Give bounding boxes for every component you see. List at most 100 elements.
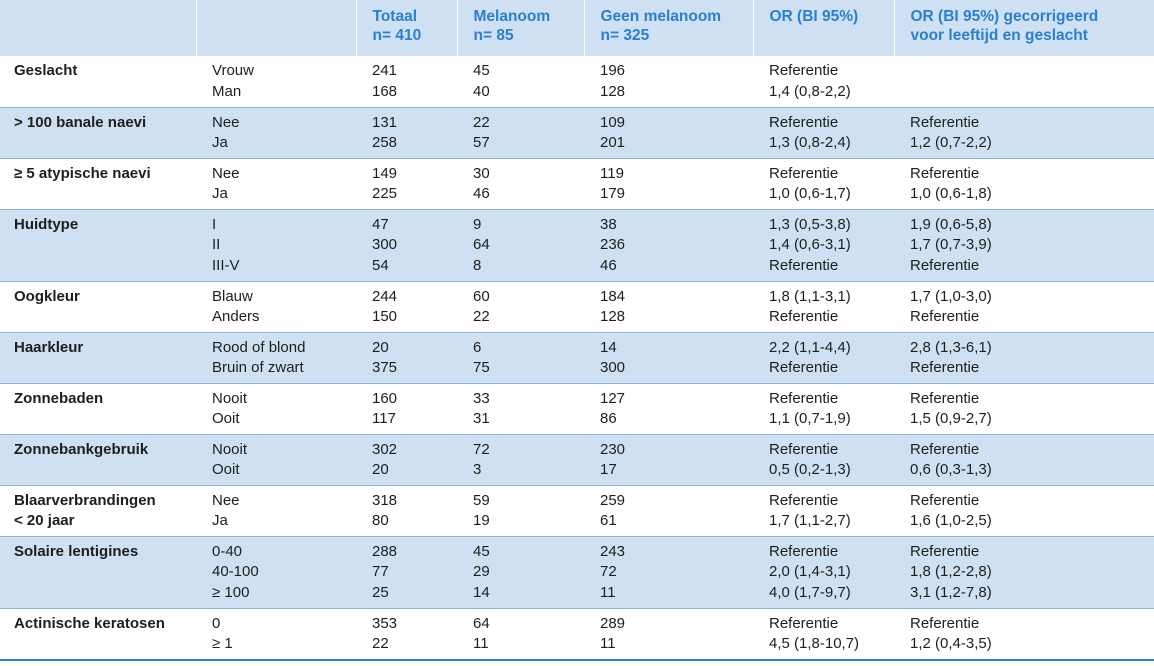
or-cell: Referentie 1,0 (0,6-1,7)	[753, 157, 894, 209]
or-value: 1,0 (0,6-1,7)	[769, 185, 851, 203]
category-value: Nee	[212, 113, 240, 131]
category-cell: Blauw Anders	[196, 280, 356, 332]
table-row: Zonnebaden Nooit Ooit 160 117 33 31 127 86 Refere…	[0, 382, 1154, 434]
category-value: Nooit	[212, 440, 248, 458]
or-cell: Referentie 1,7 (1,1-2,7)	[753, 484, 894, 536]
table-row: Zonnebankgebruik Nooit Ooit 302 20 72 3 230 17 Re…	[0, 433, 1154, 485]
totaal-value: 117	[372, 410, 396, 428]
category-value: Nee	[212, 164, 240, 182]
category-value: Ooit	[212, 410, 240, 428]
header-category	[195, 0, 356, 56]
or-value: 2,2 (1,1-4,4)	[769, 338, 851, 356]
melanoom-cell: 9 64 8	[457, 208, 584, 281]
table-row: Blaarverbrandingen < 20 jaar Nee Ja 318 80 59 1…	[0, 484, 1154, 536]
geen-melanoom-value: 128	[600, 308, 626, 326]
or-adjusted-value: 2,8 (1,3-6,1)	[910, 338, 992, 356]
totaal-value: 241	[372, 62, 398, 79]
category-value: Anders	[212, 308, 260, 326]
melanoom-value: 75	[473, 359, 490, 377]
totaal-value: 149	[372, 164, 398, 182]
or-value: Referentie	[769, 359, 839, 377]
or-value: Referentie	[769, 542, 839, 560]
or-adjusted-value: Referentie	[910, 308, 980, 326]
header-variable	[0, 0, 196, 56]
melanoom-cell: 45 29 14	[457, 535, 584, 608]
category-value: Ja	[212, 512, 228, 530]
geen-melanoom-value: 128	[600, 82, 626, 100]
melanoom-cell: 72 3	[457, 433, 584, 485]
category-value: III-V	[212, 256, 240, 274]
melanoom-value: 59	[473, 491, 490, 509]
totaal-value: 288	[372, 542, 398, 560]
variable-cell: Blaarverbrandingen < 20 jaar	[0, 484, 196, 536]
variable-label: Huidtype	[14, 215, 79, 233]
totaal-value: 225	[372, 185, 398, 203]
or-value: 1,3 (0,8-2,4)	[769, 134, 851, 152]
geen-melanoom-value: 236	[600, 236, 626, 254]
or-adjusted-cell: 1,7 (1,0-3,0) Referentie	[894, 280, 1154, 332]
or-adjusted-cell: Referentie 0,6 (0,3-1,3)	[894, 433, 1154, 485]
or-adjusted-cell: Referentie 1,8 (1,2-2,8) 3,1 (1,2-7,8)	[894, 535, 1154, 608]
totaal-value: 80	[372, 512, 389, 530]
or-value: Referentie	[769, 440, 839, 458]
category-cell: 0-40 40-100 ≥ 100	[196, 535, 356, 608]
or-adjusted-value: 1,7 (1,0-3,0)	[910, 287, 992, 305]
variable-cell: Zonnebankgebruik	[0, 433, 196, 485]
variable-cell: Actinische keratosen	[0, 607, 196, 661]
or-cell: 1,8 (1,1-3,1) Referentie	[753, 280, 894, 332]
geen-melanoom-value: 38	[600, 215, 617, 233]
or-adjusted-value: 0,6 (0,3-1,3)	[910, 461, 992, 479]
melanoom-value: 64	[473, 236, 490, 254]
variable-cell: Zonnebaden	[0, 382, 196, 434]
or-cell: Referentie 0,5 (0,2-1,3)	[753, 433, 894, 485]
or-value: Referentie	[769, 491, 839, 509]
geen-melanoom-value: 300	[600, 359, 626, 377]
category-value: 0-40	[212, 542, 243, 560]
geen-melanoom-value: 11	[600, 635, 616, 653]
category-value: Ja	[212, 185, 228, 203]
totaal-value: 22	[372, 635, 389, 653]
category-value: Nee	[212, 491, 240, 509]
geen-melanoom-cell: 196 128	[584, 56, 753, 107]
totaal-cell: 20 375	[356, 331, 457, 383]
or-value: 0,5 (0,2-1,3)	[769, 461, 851, 479]
geen-melanoom-value: 127	[600, 389, 626, 407]
variable-label: Oogkleur	[14, 287, 80, 305]
totaal-value: 20	[372, 461, 389, 479]
melanoom-cell: 60 22	[457, 280, 584, 332]
or-value: 4,0 (1,7-9,7)	[769, 583, 851, 601]
variable-cell: Haarkleur	[0, 331, 196, 383]
totaal-cell: 288 77 25	[356, 535, 457, 608]
totaal-value: 77	[372, 563, 389, 581]
geen-melanoom-cell: 230 17	[584, 433, 753, 485]
or-value: Referentie	[769, 113, 839, 131]
or-cell: Referentie 4,5 (1,8-10,7)	[753, 607, 894, 661]
or-adjusted-value: 3,1 (1,2-7,8)	[910, 583, 992, 601]
category-cell: Nooit Ooit	[196, 382, 356, 434]
geen-melanoom-value: 230	[600, 440, 626, 458]
category-cell: 0 ≥ 1	[196, 607, 356, 661]
melanoom-value: 45	[473, 542, 490, 560]
melanoom-value: 30	[473, 164, 490, 182]
category-value: Vrouw	[212, 62, 254, 79]
category-cell: Rood of blond Bruin of zwart	[196, 331, 356, 383]
geen-melanoom-value: 201	[600, 134, 626, 152]
melanoom-value: 22	[473, 308, 490, 326]
table-body: Geslacht Vrouw Man 241 168 45 40 196 128 Referent…	[0, 56, 1154, 661]
or-value: 1,3 (0,5-3,8)	[769, 215, 851, 233]
geen-melanoom-value: 109	[600, 113, 626, 131]
category-value: Bruin of zwart	[212, 359, 304, 377]
totaal-value: 150	[372, 308, 398, 326]
header-or-adjusted: OR (BI 95%) gecorrigeerd voor leeftijd en…	[893, 0, 1154, 56]
or-value: 1,1 (0,7-1,9)	[769, 410, 851, 428]
or-adjusted-cell: Referentie 1,5 (0,9-2,7)	[894, 382, 1154, 434]
or-adjusted-cell: Referentie 1,0 (0,6-1,8)	[894, 157, 1154, 209]
melanoom-cell: 22 57	[457, 106, 584, 158]
geen-melanoom-value: 17	[600, 461, 617, 479]
or-cell: Referentie 1,4 (0,8-2,2)	[753, 56, 894, 107]
or-adjusted-value: Referentie	[910, 113, 980, 131]
or-cell: Referentie 2,0 (1,4-3,1) 4,0 (1,7-9,7)	[753, 535, 894, 608]
or-adjusted-value: 1,0 (0,6-1,8)	[910, 185, 992, 203]
melanoom-cell: 59 19	[457, 484, 584, 536]
